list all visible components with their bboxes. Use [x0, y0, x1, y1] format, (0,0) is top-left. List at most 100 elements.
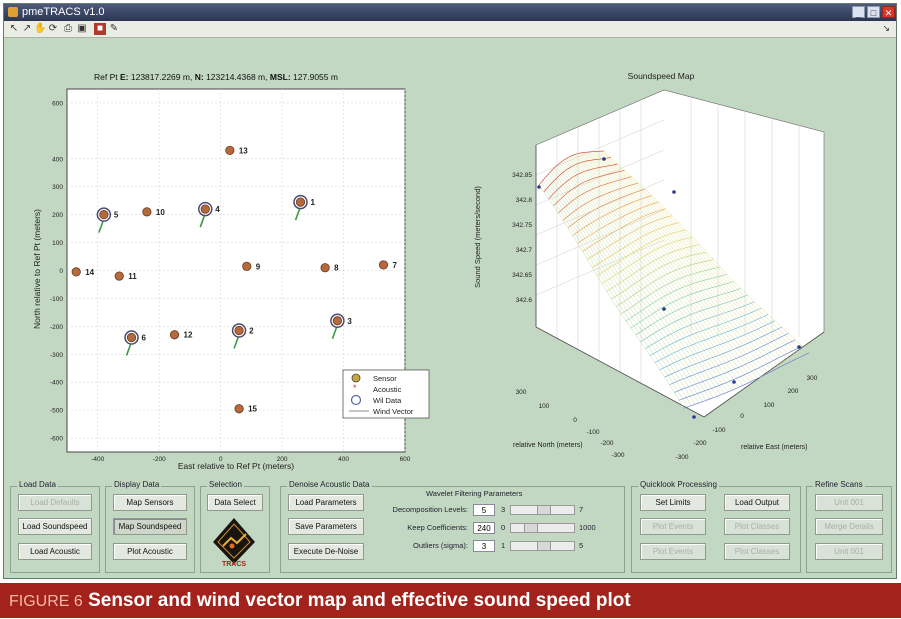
- surface-mesh-line: [553, 169, 625, 207]
- sensor-marker[interactable]: [126, 332, 137, 343]
- surface-mesh-line: [679, 345, 803, 401]
- outliers-slider[interactable]: [510, 541, 575, 551]
- map-y-tick-label: 0: [59, 268, 63, 275]
- outliers-field[interactable]: 3: [473, 540, 495, 552]
- surface-mesh-line: [611, 251, 707, 300]
- sensor-marker[interactable]: [378, 260, 389, 270]
- map-soundspeed-button[interactable]: Map Soundspeed: [113, 518, 187, 535]
- refine-button-3[interactable]: Unit 001: [815, 543, 883, 560]
- legend-acoustic: Acoustic: [373, 385, 402, 394]
- sensor-label: 10: [156, 208, 165, 217]
- decomposition-levels-slider[interactable]: [510, 505, 575, 515]
- legend-acoustic-icon: *: [353, 383, 357, 393]
- rotate-icon[interactable]: ⟳: [48, 23, 58, 34]
- east-tick-label: -200: [693, 440, 706, 447]
- sensor-label: 5: [114, 211, 119, 220]
- north-tick-label: 300: [516, 389, 527, 396]
- surface-mesh-line: [659, 320, 775, 371]
- save-icon[interactable]: ▣: [77, 23, 87, 34]
- surface-mesh-line: [640, 294, 748, 343]
- legend-sensor-icon: [351, 373, 361, 383]
- pointer-icon[interactable]: ↖: [9, 23, 19, 34]
- pan-icon[interactable]: ✋: [34, 23, 47, 34]
- map-y-tick-label: -200: [50, 324, 63, 331]
- sensor-marker[interactable]: [71, 267, 81, 277]
- window-title: pmeTRACS v1.0: [22, 6, 105, 18]
- sensor-marker[interactable]: [225, 145, 235, 156]
- figure-number: FIGURE 6: [9, 593, 83, 610]
- title-bar: pmeTRACS v1.0 _ □ ✕: [4, 4, 896, 21]
- load-parameters-button[interactable]: Load Parameters: [288, 494, 364, 511]
- figure-caption: FIGURE 6 Sensor and wind vector map and …: [0, 583, 901, 618]
- sensor-marker[interactable]: [234, 325, 244, 336]
- data-select-button[interactable]: Data Select: [207, 494, 263, 511]
- sensor-point-3d: [732, 380, 736, 384]
- sensor-marker[interactable]: [169, 330, 180, 340]
- select-icon[interactable]: ↗: [22, 23, 32, 34]
- execute-denoise-button[interactable]: Execute De-Noise: [288, 543, 364, 560]
- plot-events-button[interactable]: Plot Events: [640, 518, 706, 535]
- wil-data-ring: [198, 201, 213, 217]
- sensor-marker[interactable]: [242, 261, 252, 271]
- plot-classes-button-2[interactable]: Plot Classes: [724, 543, 790, 560]
- data-cursor-icon[interactable]: ✎: [109, 23, 119, 34]
- plot-events-button-2[interactable]: Plot Events: [640, 543, 706, 560]
- sensor-map-plot: Ref Pt E: 123817.2269 m, N: 123214.4368 …: [32, 71, 825, 471]
- save-parameters-button[interactable]: Save Parameters: [288, 518, 364, 535]
- load-defaults-button[interactable]: Load Defaults: [18, 494, 92, 511]
- z-tick-label: 342.65: [512, 272, 532, 279]
- display-data-panel: Display Data Map Sensors Map Soundspeed …: [105, 480, 195, 573]
- record-icon[interactable]: ■: [94, 23, 106, 35]
- sensor-marker[interactable]: [332, 316, 342, 326]
- sensor-marker[interactable]: [320, 263, 330, 273]
- map-sensors-button[interactable]: Map Sensors: [113, 494, 187, 511]
- load-acoustic-button[interactable]: Load Acoustic: [18, 543, 92, 560]
- surface-mesh-line: [592, 222, 680, 268]
- sensor-marker[interactable]: [142, 207, 152, 217]
- map-x-tick-label: -400: [91, 456, 104, 463]
- plot-acoustic-button[interactable]: Plot Acoustic: [113, 543, 187, 560]
- print-icon[interactable]: ⎙: [64, 23, 72, 34]
- refine-button-2[interactable]: Merge Details: [815, 518, 883, 535]
- surface-mesh-line: [664, 326, 782, 378]
- wil-data-ring: [231, 323, 247, 338]
- minimize-button[interactable]: _: [852, 6, 865, 18]
- quicklook-title: Quicklook Processing: [638, 480, 719, 489]
- keep-coefficients-field[interactable]: 240: [473, 522, 495, 534]
- set-limits-button[interactable]: Set Limits: [640, 494, 706, 511]
- sensor-marker[interactable]: [99, 210, 109, 220]
- display-data-title: Display Data: [112, 480, 162, 489]
- sensor-marker[interactable]: [234, 404, 244, 414]
- decomposition-levels-label: Decomposition Levels:: [392, 505, 468, 514]
- keep-coefficients-slider[interactable]: [510, 523, 575, 533]
- relative-east-axis-label: relative East (meters): [741, 444, 808, 451]
- sensor-marker[interactable]: [114, 271, 124, 281]
- keep-coefficients-min-label: 0: [501, 523, 506, 532]
- plot-classes-button[interactable]: Plot Classes: [724, 518, 790, 535]
- dock-icon[interactable]: ↘: [882, 23, 890, 33]
- wind-vector: [331, 327, 338, 340]
- surface-mesh-line: [577, 201, 659, 244]
- selection-title: Selection: [207, 480, 244, 489]
- sensor-label: 7: [392, 261, 397, 270]
- wind-vector: [98, 221, 104, 233]
- sensor-label: 11: [128, 272, 137, 281]
- sensor-marker[interactable]: [295, 197, 306, 207]
- load-soundspeed-button[interactable]: Load Soundspeed: [18, 518, 92, 535]
- load-output-button[interactable]: Load Output: [724, 494, 790, 511]
- sensor-marker[interactable]: [200, 204, 210, 214]
- refine-scans-panel: Refine Scans Unit 001 Merge Details Unit…: [806, 480, 892, 573]
- outliers-max-label: 5: [579, 541, 584, 550]
- close-button[interactable]: ✕: [882, 6, 895, 18]
- soundspeed-plot-title: Soundspeed Map: [628, 71, 695, 81]
- map-x-tick-label: 600: [400, 456, 411, 463]
- refine-button-1[interactable]: Unit 001: [815, 494, 883, 511]
- map-y-tick-label: 200: [52, 212, 63, 219]
- surface-mesh-line: [567, 188, 646, 229]
- sensor-point-3d: [662, 307, 666, 311]
- maximize-button[interactable]: □: [867, 6, 880, 18]
- sensor-label: 12: [184, 331, 193, 340]
- surface-mesh-line: [645, 301, 755, 349]
- legend-wind-vector: Wind Vector: [373, 407, 414, 416]
- decomposition-levels-field[interactable]: 5: [473, 504, 495, 516]
